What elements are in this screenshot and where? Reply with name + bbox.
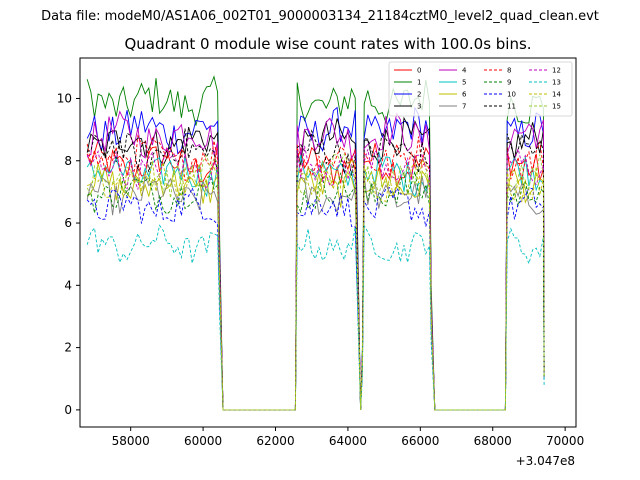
series-line-4 — [86, 110, 545, 411]
series-line-7 — [86, 174, 545, 411]
legend-label-4: 4 — [462, 67, 467, 75]
legend-label-7: 7 — [462, 103, 466, 111]
y-tick-label: 4 — [64, 278, 72, 292]
chart-title: Quadrant 0 module wise count rates with … — [124, 35, 531, 53]
legend-label-12: 12 — [552, 67, 561, 75]
x-tick-label: 62000 — [256, 434, 294, 448]
plot-frame — [79, 57, 577, 428]
axis-layer: 58000 60000 62000 64000 66000 68000 70000 0 2 4 6 8… — [57, 91, 585, 448]
x-tick-label: 64000 — [329, 434, 367, 448]
legend-label-2: 2 — [417, 91, 421, 99]
series-line-3 — [86, 116, 545, 411]
legend-label-9: 9 — [507, 79, 511, 87]
legend-label-11: 11 — [507, 103, 516, 111]
legend-label-1: 1 — [417, 79, 421, 87]
series-line-8 — [86, 134, 545, 411]
y-tick-label: 8 — [64, 154, 72, 168]
y-tick-label: 0 — [64, 403, 72, 417]
legend-label-5: 5 — [462, 79, 466, 87]
x-tick-label: 68000 — [474, 434, 512, 448]
series-line-13 — [86, 224, 545, 411]
legend-label-15: 15 — [552, 103, 561, 111]
x-tick-label: 60000 — [184, 434, 222, 448]
legend-label-13: 13 — [552, 79, 561, 87]
suptitle: Data file: modeM0/AS1A06_002T01_90000031… — [41, 9, 599, 24]
y-tick-label: 10 — [57, 91, 72, 105]
x-tick-label: 70000 — [546, 434, 584, 448]
legend-label-3: 3 — [417, 103, 421, 111]
plot-area — [80, 58, 576, 427]
series-line-11 — [87, 128, 545, 411]
y-tick-label: 6 — [64, 216, 72, 230]
x-tick-label: 66000 — [401, 434, 439, 448]
y-tick-label: 2 — [64, 341, 72, 355]
legend-label-14: 14 — [552, 91, 561, 99]
series-line-14 — [87, 158, 545, 411]
series-line-12 — [86, 145, 545, 411]
legend-label-10: 10 — [507, 91, 516, 99]
x-offset-label: +3.047e8 — [516, 454, 575, 468]
legend-label-0: 0 — [417, 67, 421, 75]
series-layer — [86, 75, 545, 411]
series-line-2 — [86, 106, 545, 411]
x-tick-label: 58000 — [112, 434, 150, 448]
series-line-15 — [86, 152, 545, 411]
legend-label-6: 6 — [462, 91, 467, 99]
series-line-10 — [86, 186, 545, 411]
legend-label-8: 8 — [507, 67, 511, 75]
legend-frame — [388, 61, 573, 117]
